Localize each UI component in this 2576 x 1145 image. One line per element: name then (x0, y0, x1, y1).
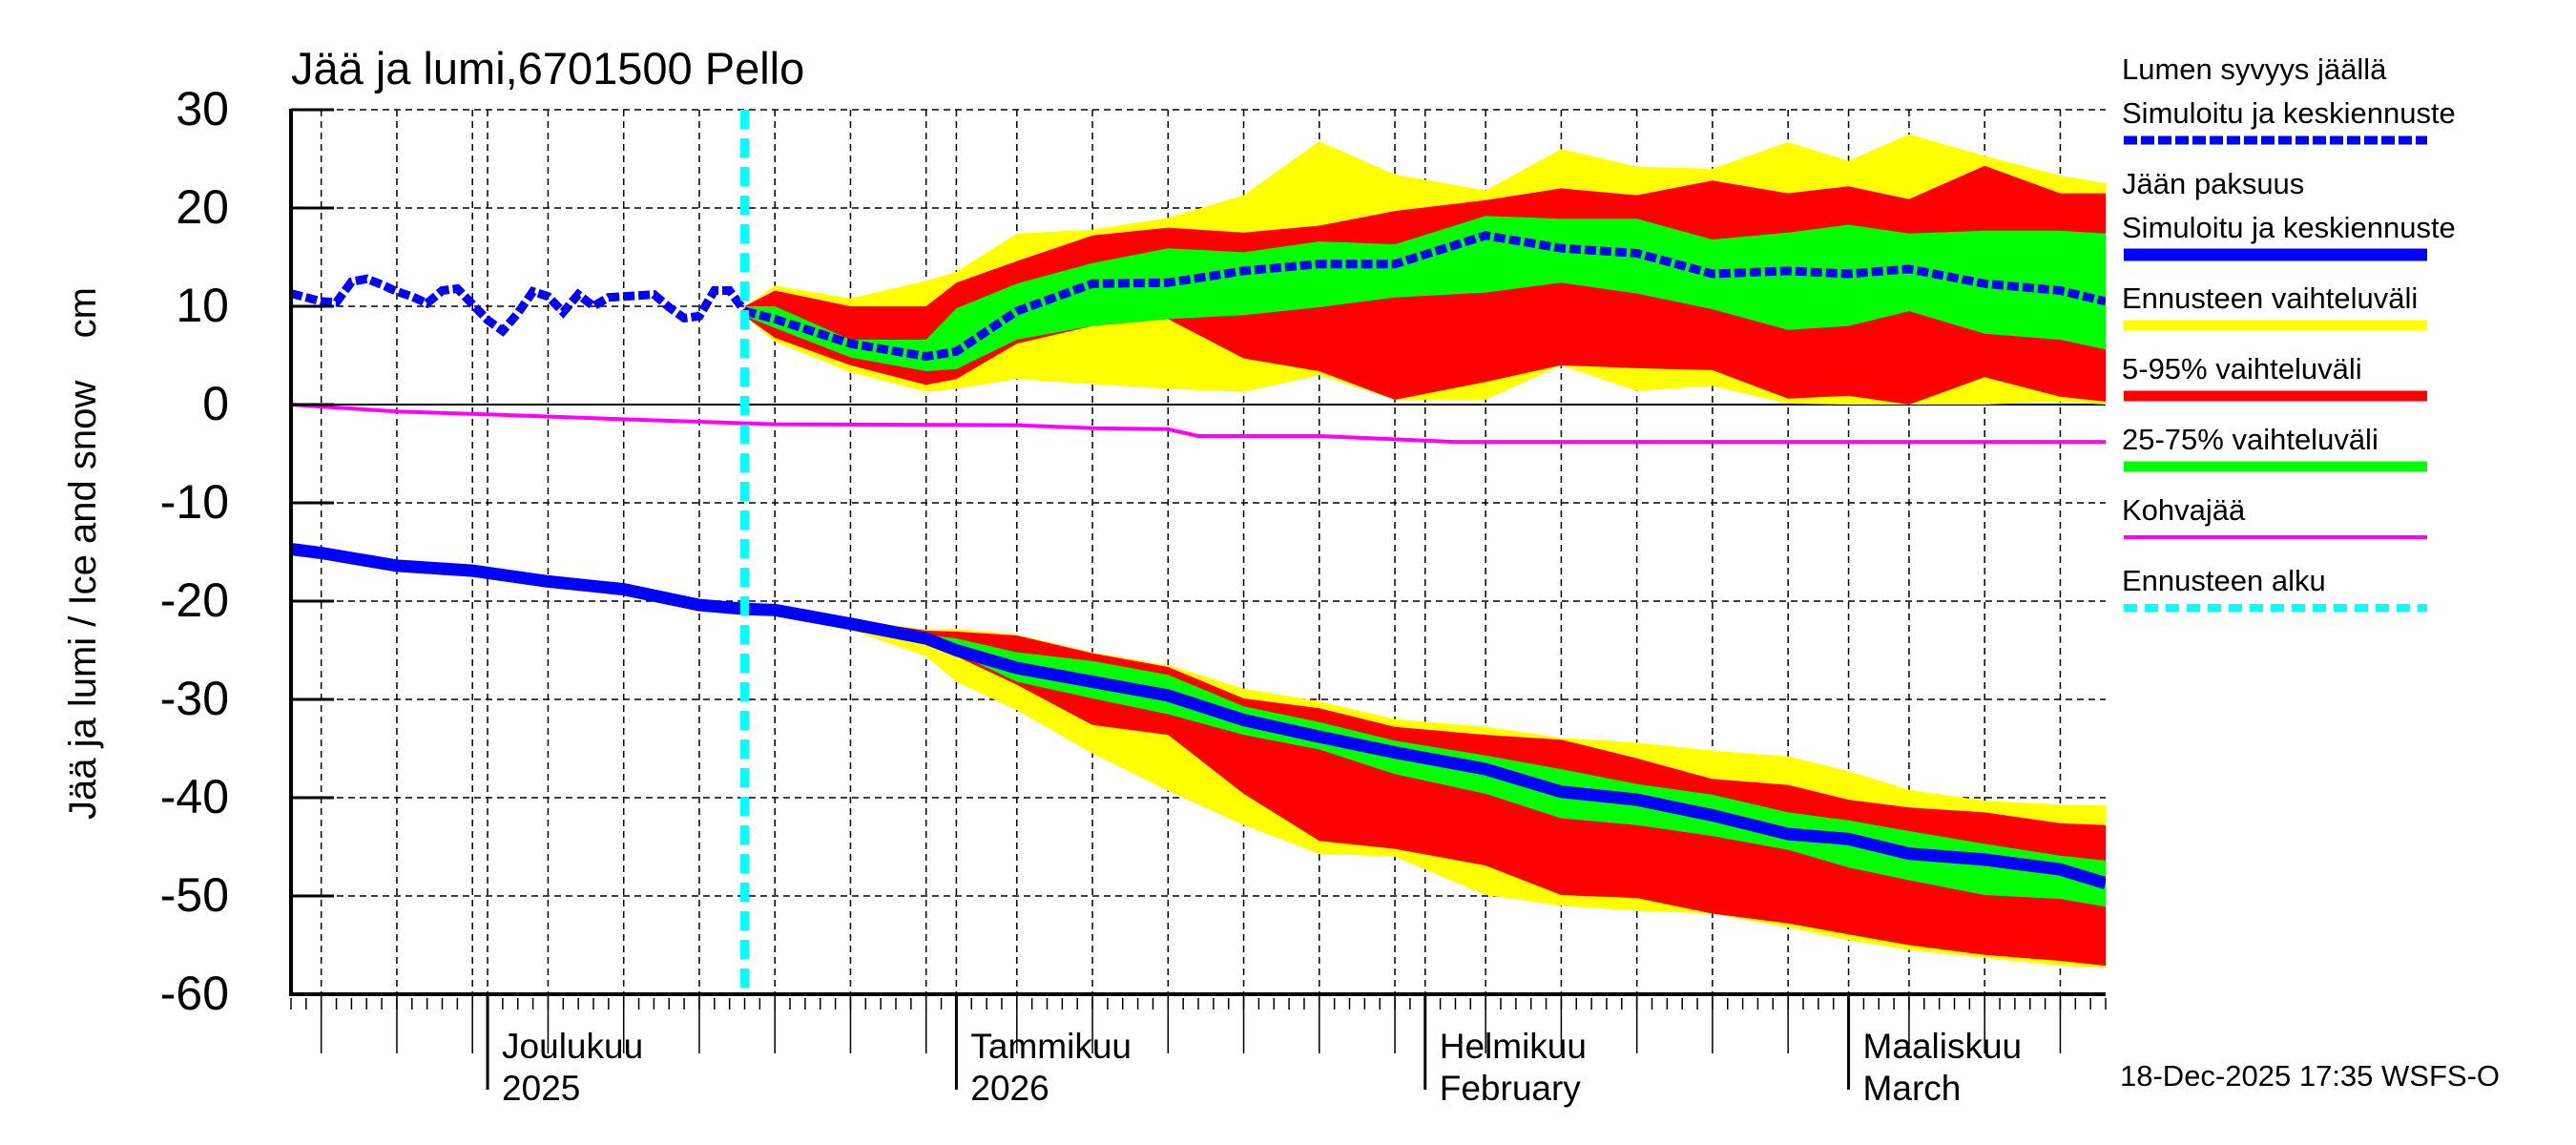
x-month-label: Maaliskuu (1863, 1027, 2023, 1066)
snow-observed-line (291, 274, 749, 337)
legend-label: Simuloitu ja keskiennuste (2122, 211, 2456, 244)
x-month-label: Tammikuu (970, 1027, 1132, 1066)
legend-label: Jään paksuus (2122, 167, 2304, 200)
y-tick-label: -50 (160, 868, 229, 922)
legend-label: Ennusteen vaihteluväli (2122, 281, 2418, 315)
x-month-label: Helmikuu (1440, 1027, 1587, 1066)
chart-title: Jää ja lumi,6701500 Pello (291, 43, 804, 94)
legend-label: Lumen syvyys jäällä (2122, 52, 2387, 86)
legend-label: Simuloitu ja keskiennuste (2122, 96, 2456, 130)
x-year-label: 2026 (970, 1069, 1049, 1108)
legend-label: 5-95% vaihteluväli (2122, 352, 2362, 385)
legend-label: Ennusteen alku (2122, 564, 2326, 597)
ice-observed-line (291, 542, 746, 615)
ice-band-5-95 (744, 609, 2106, 967)
snow-median-line (743, 231, 2106, 362)
y-tick-label: -10 (160, 475, 229, 529)
snow-band-25-75 (744, 216, 2106, 371)
y-tick-label: 20 (176, 180, 229, 234)
axes (289, 108, 2107, 1090)
timestamp: 18-Dec-2025 17:35 WSFS-O (2120, 1059, 2500, 1093)
legend-label: 25-75% vaihteluväli (2122, 423, 2379, 456)
y-tick-label: 0 (202, 377, 229, 430)
y-tick-label: 30 (176, 82, 229, 135)
y-tick-label: 10 (176, 279, 229, 332)
y-tick-label: -40 (160, 770, 229, 823)
legend: Lumen syvyys jäällä Simuloitu ja keskienn… (2122, 52, 2456, 612)
x-year-label: February (1440, 1069, 1582, 1108)
series-lines (291, 110, 2106, 994)
y-axis-label: Jää ja lumi / Ice and snow cm (62, 287, 104, 820)
x-month-label: Joulukuu (502, 1027, 643, 1066)
x-year-label: 2025 (502, 1069, 580, 1108)
ice-median-line (744, 602, 2106, 889)
slush-ice-line (291, 403, 2106, 445)
y-tick-label: -30 (160, 672, 229, 725)
y-tick-label: -20 (160, 573, 229, 627)
x-year-label: March (1863, 1069, 1962, 1108)
legend-label: Kohvajää (2122, 493, 2246, 527)
y-tick-label: -60 (160, 967, 229, 1020)
y-tick-labels: 30 20 10 0 -10 -20 -30 -40 -50 -60 (160, 82, 229, 1020)
